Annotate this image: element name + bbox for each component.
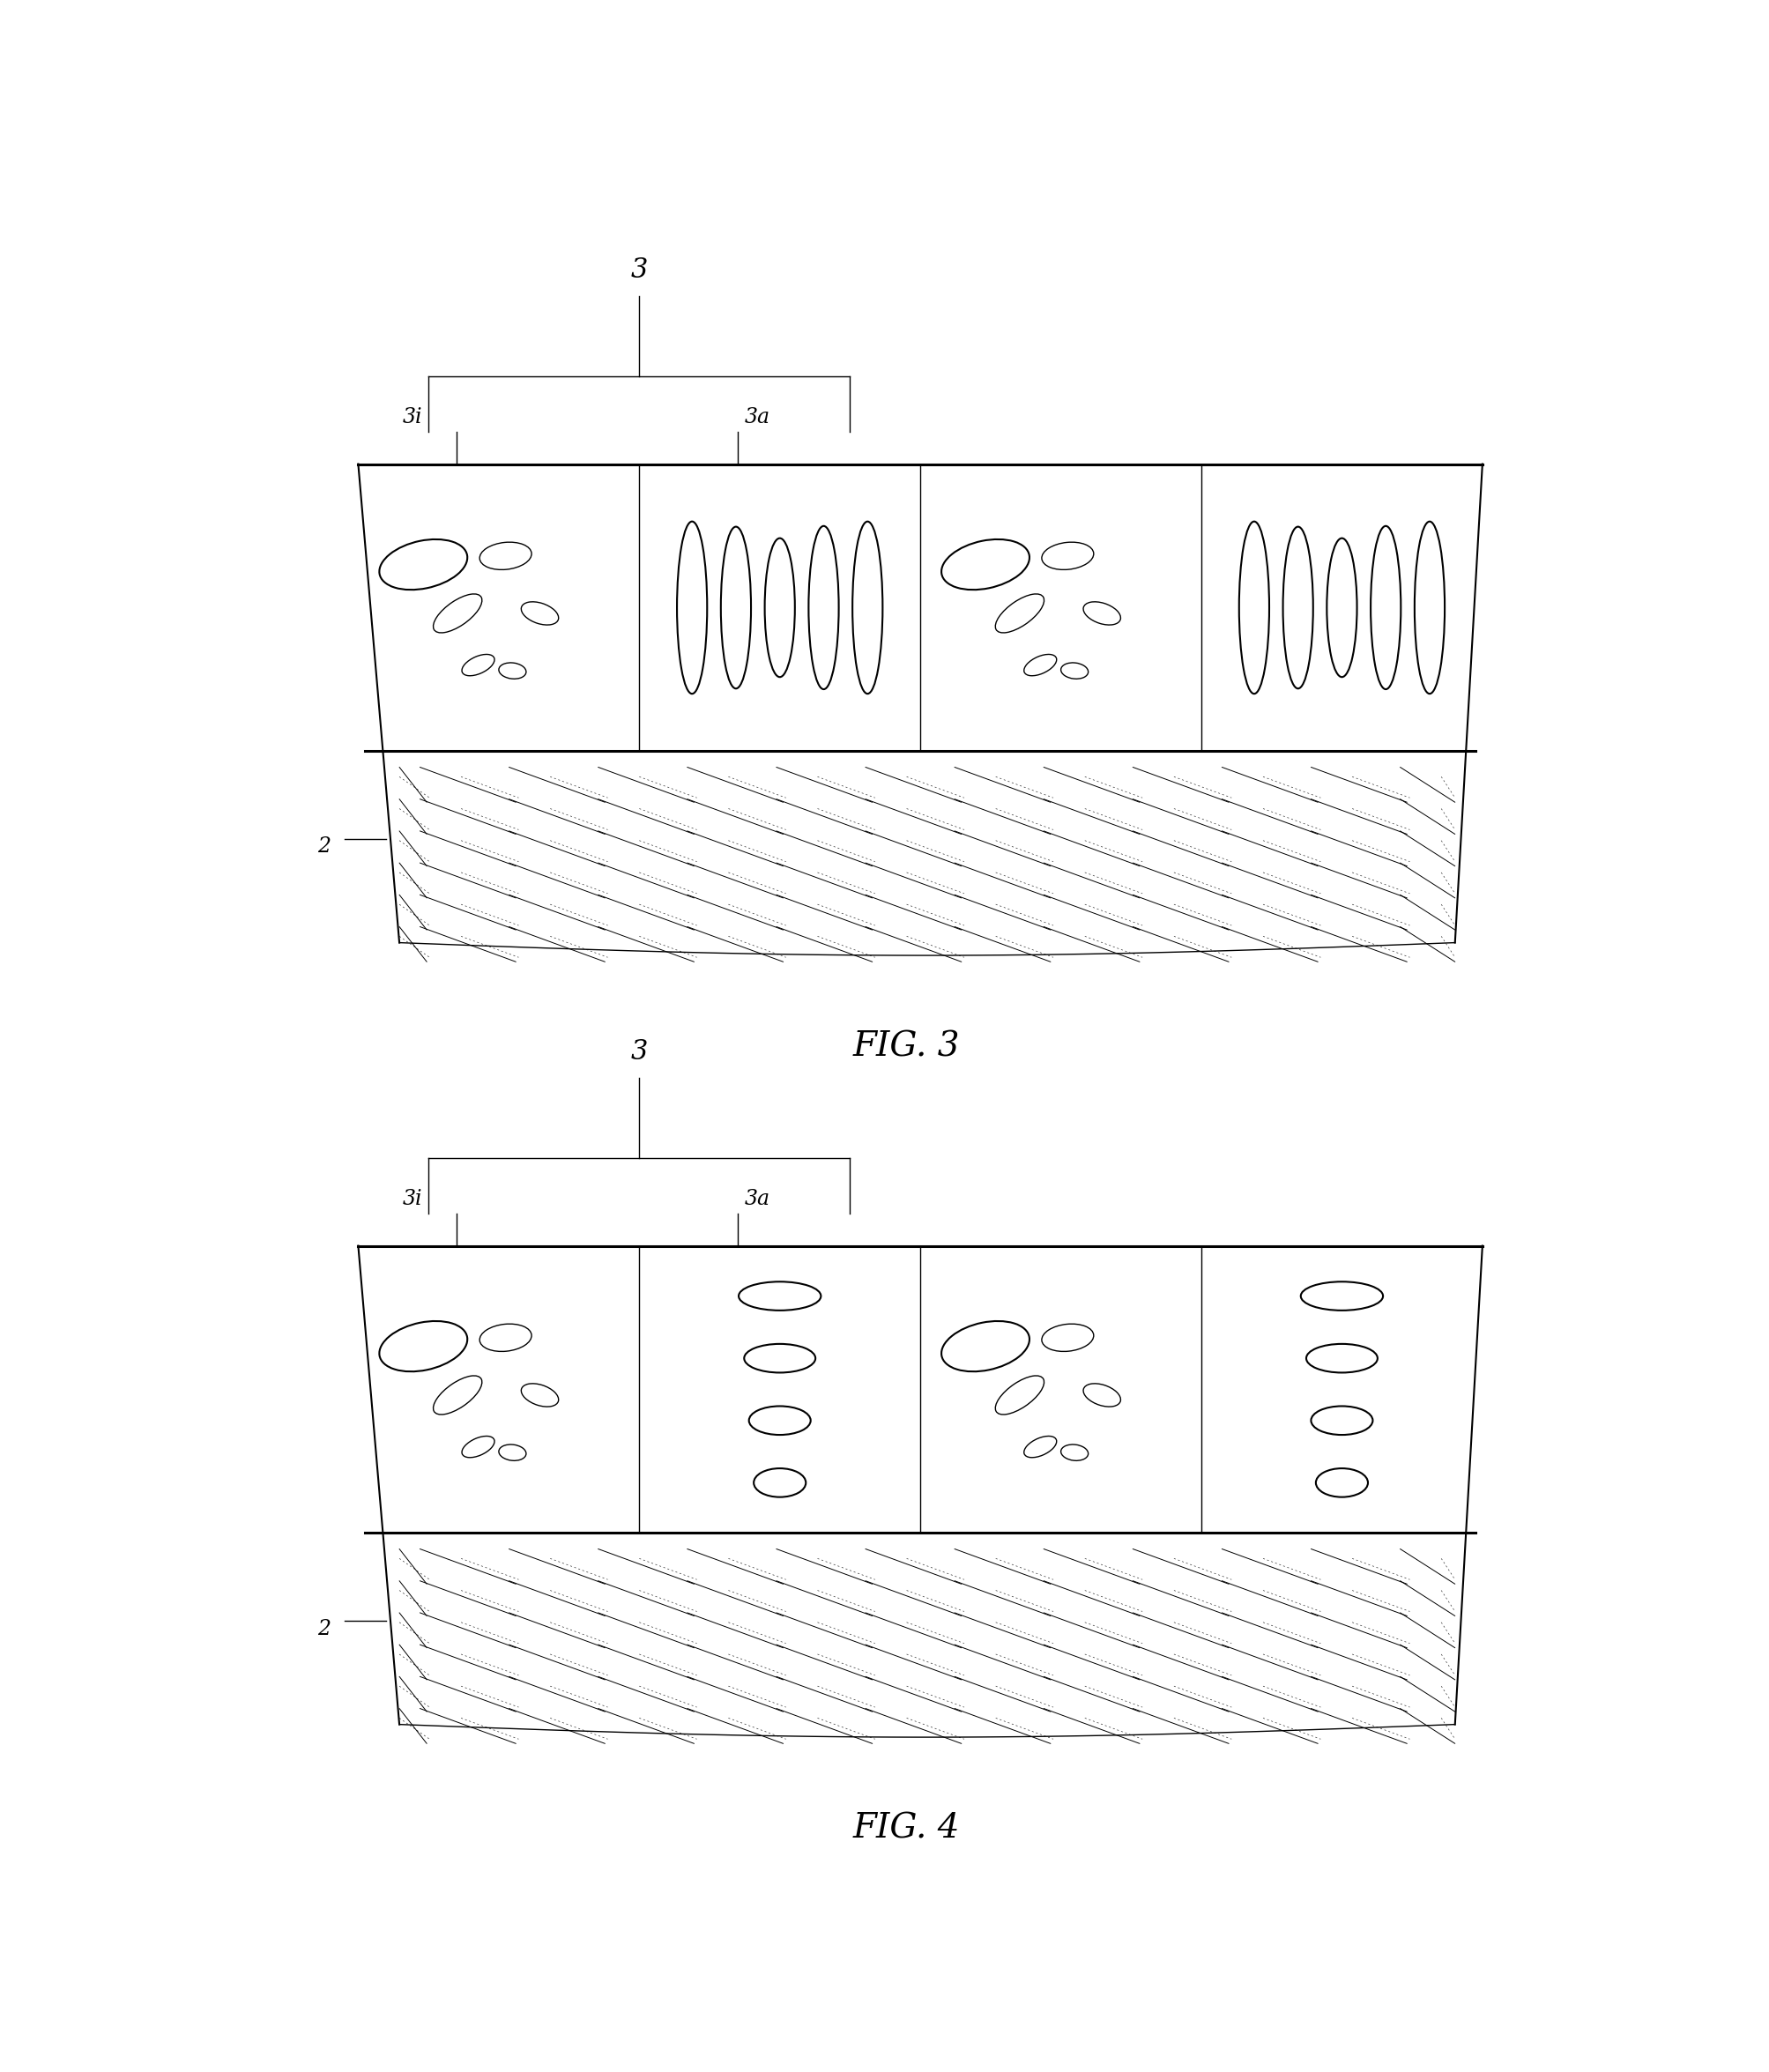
Text: 2: 2 [318,1618,331,1639]
Text: 3i: 3i [403,406,423,427]
Text: 3a: 3a [745,406,770,427]
Text: 3i: 3i [403,1189,423,1210]
Text: FIG. 3: FIG. 3 [853,1030,961,1063]
Text: 2: 2 [318,837,331,858]
Text: 3a: 3a [745,1189,770,1210]
Text: 3: 3 [632,1038,647,1065]
Text: 3: 3 [632,257,647,284]
Text: FIG. 4: FIG. 4 [853,1813,961,1844]
